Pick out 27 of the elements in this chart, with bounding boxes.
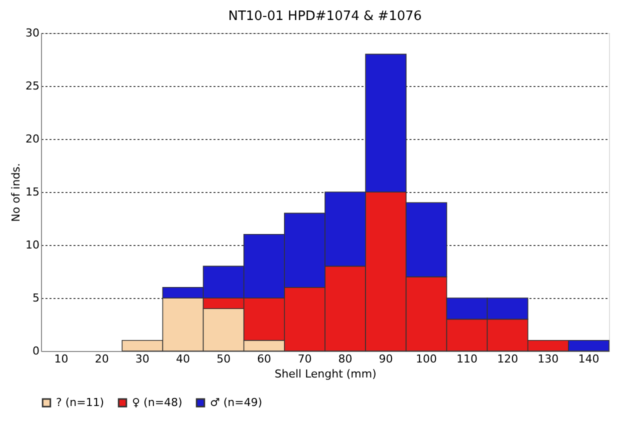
- x-tick-label: 70: [298, 352, 312, 366]
- y-tick-label: 25: [26, 80, 40, 92]
- x-tick-label: 130: [538, 352, 559, 366]
- y-tick-label: 30: [26, 26, 40, 40]
- legend-label: ♀ (n=48): [132, 396, 182, 409]
- x-tick-label: 140: [578, 352, 600, 366]
- x-tick-label: 30: [135, 352, 150, 366]
- y-tick-label: 0: [32, 344, 40, 358]
- x-tick-label: 100: [416, 352, 437, 366]
- x-tick-label: 120: [497, 352, 518, 366]
- x-tick-label: 20: [94, 352, 109, 366]
- x-tick-label: 110: [456, 352, 478, 366]
- x-tick-label: 10: [54, 352, 68, 366]
- x-tick-label: 60: [257, 352, 272, 366]
- legend-label: ♂ (n=49): [210, 396, 262, 409]
- x-axis-title: Shell Lenght (mm): [274, 368, 376, 380]
- y-tick-label: 20: [26, 132, 40, 146]
- y-axis-title: No of inds.: [10, 163, 23, 222]
- y-tick-label: 10: [26, 238, 40, 252]
- y-tick-label: 15: [26, 186, 40, 198]
- x-tick-label: 50: [216, 352, 231, 366]
- x-tick-label: 40: [176, 352, 190, 366]
- x-tick-label: 80: [338, 352, 352, 366]
- chart-title: NT10-01 HPD#1074 & #1076: [228, 9, 422, 24]
- legend-label: ? (n=11): [56, 396, 104, 409]
- y-tick-label: 5: [32, 292, 40, 304]
- x-tick-label: 90: [378, 352, 393, 366]
